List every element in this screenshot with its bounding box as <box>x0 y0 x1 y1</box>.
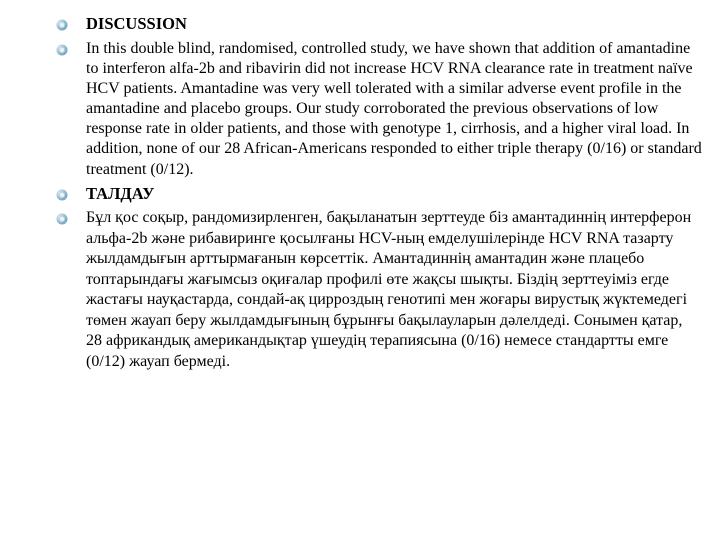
list-item: DISCUSSION <box>40 14 702 35</box>
paragraph-text: In this double blind, randomised, contro… <box>86 40 702 178</box>
list-item: Бұл қос соқыр, рандомизирленген, бақылан… <box>40 208 702 372</box>
ring-bullet-icon <box>56 188 68 200</box>
slide-page: DISCUSSION In this double blind, randomi… <box>0 0 720 540</box>
list-item: In this double blind, randomised, contro… <box>40 39 702 180</box>
ring-bullet-icon <box>56 212 68 224</box>
ring-bullet-icon <box>56 18 68 30</box>
bullet-list: DISCUSSION In this double blind, randomi… <box>40 14 702 372</box>
heading-text: DISCUSSION <box>86 14 187 33</box>
heading-text: ТАЛДАУ <box>86 184 154 203</box>
paragraph-text: Бұл қос соқыр, рандомизирленген, бақылан… <box>86 209 691 369</box>
ring-bullet-icon <box>56 43 68 55</box>
list-item: ТАЛДАУ <box>40 184 702 205</box>
